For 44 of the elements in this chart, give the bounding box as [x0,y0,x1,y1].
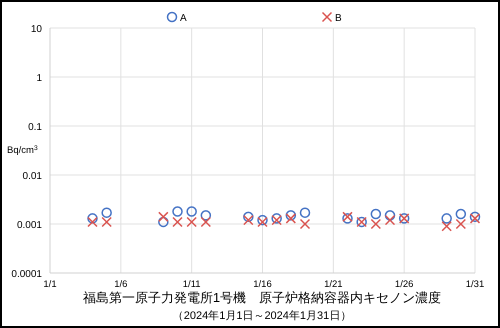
point [384,214,396,226]
y-tick-label: 1 [36,73,42,84]
y-axis-title: Bq/cm$^{3}$ [7,144,38,156]
text: 福島第一原子力発電所1号機 原子炉格納容器内キセノン濃度 [82,290,442,305]
point [300,207,310,218]
point [384,210,396,221]
point [441,220,452,232]
point [300,218,310,230]
point [243,214,254,226]
point [370,208,382,220]
point [172,206,183,217]
x-tick-label: 1/21 [324,279,343,290]
point [200,210,212,221]
point [186,216,197,228]
point [200,216,212,228]
text: （2024年1月1日～2024年1月31日） [172,310,352,322]
point [186,206,197,217]
y-tick-label: 0.001 [16,220,42,231]
point [101,207,112,218]
x-tick-label: 1/11 [182,279,201,290]
point [243,212,254,222]
point [158,216,169,228]
x-tick-label: 1/16 [253,279,272,290]
point [87,213,98,224]
point [370,218,382,230]
x-tick-label: 1/26 [394,279,414,290]
x-tick-label: 1/6 [114,279,128,290]
point [441,213,452,224]
y-tick-label: 10 [30,24,42,35]
point [87,216,98,228]
point [456,218,466,230]
point [172,216,183,228]
point [456,208,466,220]
point [286,213,296,224]
point [158,212,169,222]
y-tick-label: 0.01 [22,171,42,182]
y-tick-label: 0.1 [28,122,42,133]
legend-label: A [180,13,187,24]
x-tick-label: 1/1 [43,279,57,290]
y-tick-label: 0.0001 [11,269,42,280]
point [286,210,296,221]
legend-label: B [335,13,342,24]
point [101,216,112,228]
x-tick-label: 1/31 [466,279,484,290]
